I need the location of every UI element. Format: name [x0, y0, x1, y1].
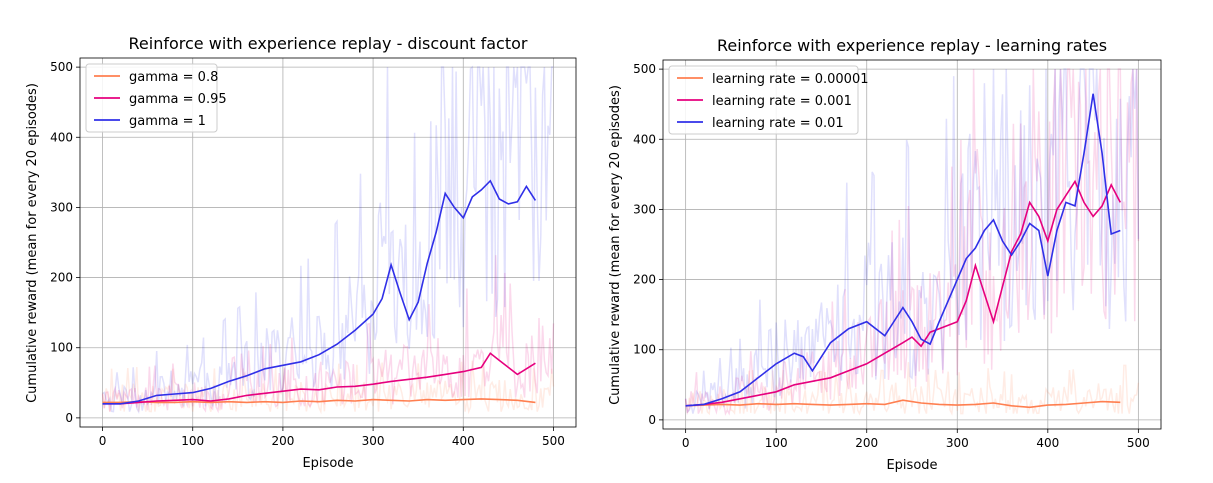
y-tick-label: 500	[50, 60, 73, 74]
x-axis-label: Episode	[302, 456, 353, 471]
y-tick-label: 0	[65, 411, 73, 425]
x-tick-label: 500	[542, 434, 565, 448]
legend-label: learning rate = 0.01	[712, 116, 844, 131]
legend-label: gamma = 0.8	[129, 70, 218, 85]
legend: learning rate = 0.00001 learning rate = 0…	[668, 65, 869, 135]
y-tick-label: 200	[50, 271, 73, 285]
chart-title: Reinforce with experience replay - disco…	[129, 34, 528, 53]
x-tick-label: 400	[1036, 436, 1059, 450]
y-tick-label: 200	[633, 273, 656, 287]
x-tick-label: 100	[765, 436, 788, 450]
chart-panel-learning-rates: Reinforce with experience replay - learn…	[608, 36, 1162, 473]
x-tick-label: 300	[362, 434, 385, 448]
axis-ticks: 0 100 200 300 400 500 0 100 200 300 400 500	[633, 62, 1150, 450]
y-axis-label: Cumulative reward (mean for every 20 epi…	[25, 83, 40, 403]
x-tick-label: 300	[946, 436, 969, 450]
y-tick-label: 400	[50, 130, 73, 144]
series-line	[102, 352, 536, 405]
series-lines	[102, 179, 537, 405]
x-tick-label: 500	[1127, 436, 1150, 450]
series-line	[685, 179, 1122, 407]
y-tick-label: 300	[50, 200, 73, 214]
legend-label: gamma = 0.95	[129, 92, 227, 107]
raw-episode-noise	[684, 362, 1140, 416]
series-line	[102, 179, 537, 405]
y-tick-label: 0	[648, 413, 656, 427]
raw-episode-noise	[684, 68, 1140, 416]
x-tick-label: 0	[682, 436, 690, 450]
legend-box	[668, 65, 859, 135]
series-line	[685, 93, 1121, 407]
x-axis-label: Episode	[886, 458, 937, 473]
x-tick-label: 0	[99, 434, 107, 448]
plot-frame	[79, 57, 577, 428]
x-tick-label: 200	[271, 434, 294, 448]
series-line	[102, 398, 536, 404]
y-tick-label: 100	[633, 343, 656, 357]
y-tick-label: 300	[633, 202, 656, 216]
series-line	[685, 399, 1121, 409]
series-lines	[685, 93, 1122, 409]
plot-frame	[662, 59, 1162, 430]
y-tick-label: 100	[50, 341, 73, 355]
y-tick-label: 500	[633, 62, 656, 76]
x-tick-label: 100	[181, 434, 204, 448]
legend-label: gamma = 1	[129, 114, 206, 129]
raw-episode-noise	[684, 68, 1140, 414]
noise-band	[684, 68, 1140, 416]
y-axis-label: Cumulative reward (mean for every 20 epi…	[608, 85, 623, 405]
legend-label: learning rate = 0.00001	[712, 72, 869, 87]
axis-ticks: 0 100 200 300 400 500 0 100 200 300 400 500	[50, 60, 565, 448]
raw-episode-noise	[102, 65, 554, 415]
y-tick-label: 400	[633, 132, 656, 146]
raw-episode-noise	[101, 255, 555, 414]
x-tick-label: 200	[855, 436, 878, 450]
legend-label: learning rate = 0.001	[712, 94, 852, 109]
grid	[663, 60, 1161, 429]
legend-box	[85, 63, 218, 133]
chart-title: Reinforce with experience replay - learn…	[717, 36, 1107, 55]
x-tick-label: 400	[452, 434, 475, 448]
legend: gamma = 0.8 gamma = 0.95 gamma = 1	[85, 63, 227, 133]
chart-panel-discount-factor: Reinforce with experience replay - disco…	[25, 34, 577, 471]
